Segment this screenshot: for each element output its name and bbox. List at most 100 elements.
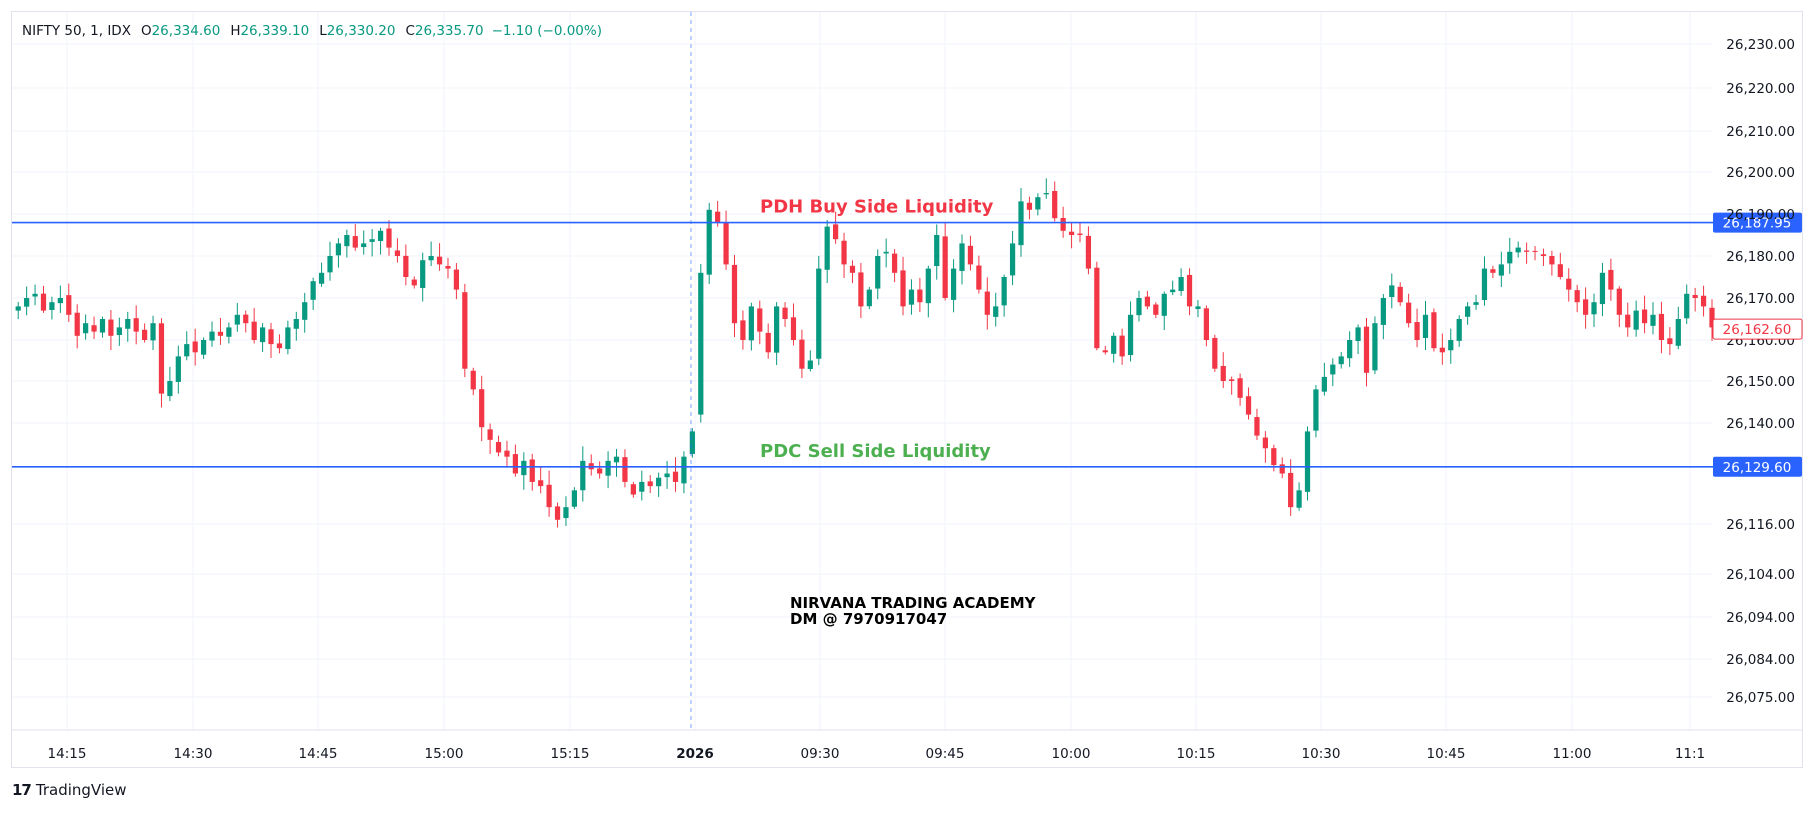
candle-body: [428, 256, 434, 261]
candle: [1599, 262, 1606, 317]
candle-body: [563, 507, 569, 519]
candle: [512, 444, 519, 477]
candle-body: [790, 317, 797, 340]
candle: [1304, 426, 1311, 501]
price-tag: [1713, 212, 1802, 233]
low-label: L: [319, 23, 327, 39]
candle-body: [1633, 310, 1639, 330]
candle: [521, 452, 527, 490]
candle-body: [1085, 235, 1092, 269]
candle-body: [184, 344, 190, 357]
candle: [167, 366, 173, 402]
candle-body: [1186, 274, 1193, 307]
candle-body: [1136, 298, 1142, 316]
symbol-title: NIFTY 50, 1, IDX: [22, 23, 131, 39]
candle: [588, 454, 594, 476]
candle: [369, 229, 375, 257]
candle-body: [1540, 254, 1547, 256]
candle-body: [251, 321, 257, 340]
candle: [108, 309, 114, 351]
candle-body: [318, 272, 325, 284]
candle: [1532, 245, 1538, 261]
candle-body: [1684, 293, 1690, 319]
price-tick-label: 26,210.00: [1726, 124, 1795, 140]
candle-body: [116, 327, 122, 335]
candle: [866, 287, 872, 310]
liquidity-lines[interactable]: PDH Buy Side Liquidity 26,187.95 PDC Sell …: [12, 197, 1802, 477]
candle: [1540, 248, 1547, 266]
candle: [731, 254, 738, 338]
watermark-line-2: DM @ 7970917047: [790, 610, 947, 628]
candle-body: [925, 268, 931, 304]
candle: [24, 286, 30, 316]
candle-body: [605, 460, 611, 476]
candle: [681, 451, 687, 494]
candle: [1566, 268, 1572, 302]
candle-body: [1406, 302, 1412, 324]
candle: [613, 448, 620, 477]
tradingview-logo[interactable]: 17 TradingView: [12, 781, 127, 799]
time-tick-label: 11:1: [1675, 746, 1705, 762]
candle-body: [529, 459, 535, 482]
candle-body: [858, 272, 864, 307]
price-tick-label: 26,116.00: [1726, 517, 1795, 533]
candle: [15, 301, 21, 320]
candle: [1667, 327, 1673, 355]
candle-body: [293, 319, 299, 329]
candle: [782, 302, 788, 327]
candle: [529, 453, 535, 491]
candle-body: [1153, 304, 1159, 315]
candle-body: [1599, 272, 1606, 305]
candle-body: [1094, 267, 1100, 349]
price-axis[interactable]: 26,230.00 26,220.00 26,210.00 26,200.00 26,1…: [1712, 37, 1803, 706]
candle: [150, 315, 156, 351]
price-tick-label: 26,084.00: [1726, 652, 1795, 668]
candle-body: [731, 264, 738, 324]
candle-body: [1700, 295, 1707, 307]
candle: [318, 262, 325, 287]
candle-body: [99, 319, 106, 333]
candle-body: [167, 381, 173, 397]
candle: [1161, 291, 1167, 331]
candle-body: [967, 245, 974, 265]
candle-body: [125, 319, 131, 329]
candle: [934, 224, 940, 280]
candle-body: [782, 307, 788, 319]
candle: [1212, 334, 1218, 372]
candle: [976, 255, 982, 294]
candle: [1692, 287, 1698, 312]
chart-frame[interactable]: [11, 11, 1803, 768]
open-label: O: [140, 23, 152, 39]
candle-body: [1170, 289, 1176, 293]
candle-body: [1111, 335, 1117, 354]
candle: [1001, 274, 1007, 317]
candle-body: [799, 339, 805, 369]
candle-body: [1675, 319, 1681, 346]
candle: [546, 470, 552, 517]
candle-body: [546, 484, 552, 508]
candle-body: [706, 209, 712, 275]
candle: [1481, 256, 1488, 306]
time-tick-label: 09:30: [801, 746, 840, 762]
candle: [1355, 324, 1361, 355]
price-tick-label: 26,104.00: [1726, 567, 1795, 583]
candle-body: [91, 325, 97, 332]
candle: [1709, 299, 1715, 341]
candle: [470, 367, 476, 396]
candle-body: [765, 332, 771, 353]
candle-body: [495, 442, 502, 453]
candle-body: [1288, 472, 1294, 508]
candle: [858, 262, 864, 319]
symbol-legend[interactable]: NIFTY 50, 1, IDX O26,334.60 H26,339.10 L26,…: [22, 23, 602, 39]
candle-body: [1692, 294, 1698, 298]
candle: [1338, 352, 1344, 369]
candle: [420, 252, 426, 302]
candle-body: [1515, 247, 1521, 253]
candle-body: [1271, 448, 1277, 466]
candle-body: [1161, 293, 1167, 316]
candle-body: [1178, 277, 1184, 292]
candle: [234, 303, 240, 332]
time-axis[interactable]: 14:15 14:30 14:45 15:00 15:15 2026 09:30 09:45 1…: [48, 746, 1706, 762]
price-tick-label: 26,094.00: [1726, 610, 1795, 626]
